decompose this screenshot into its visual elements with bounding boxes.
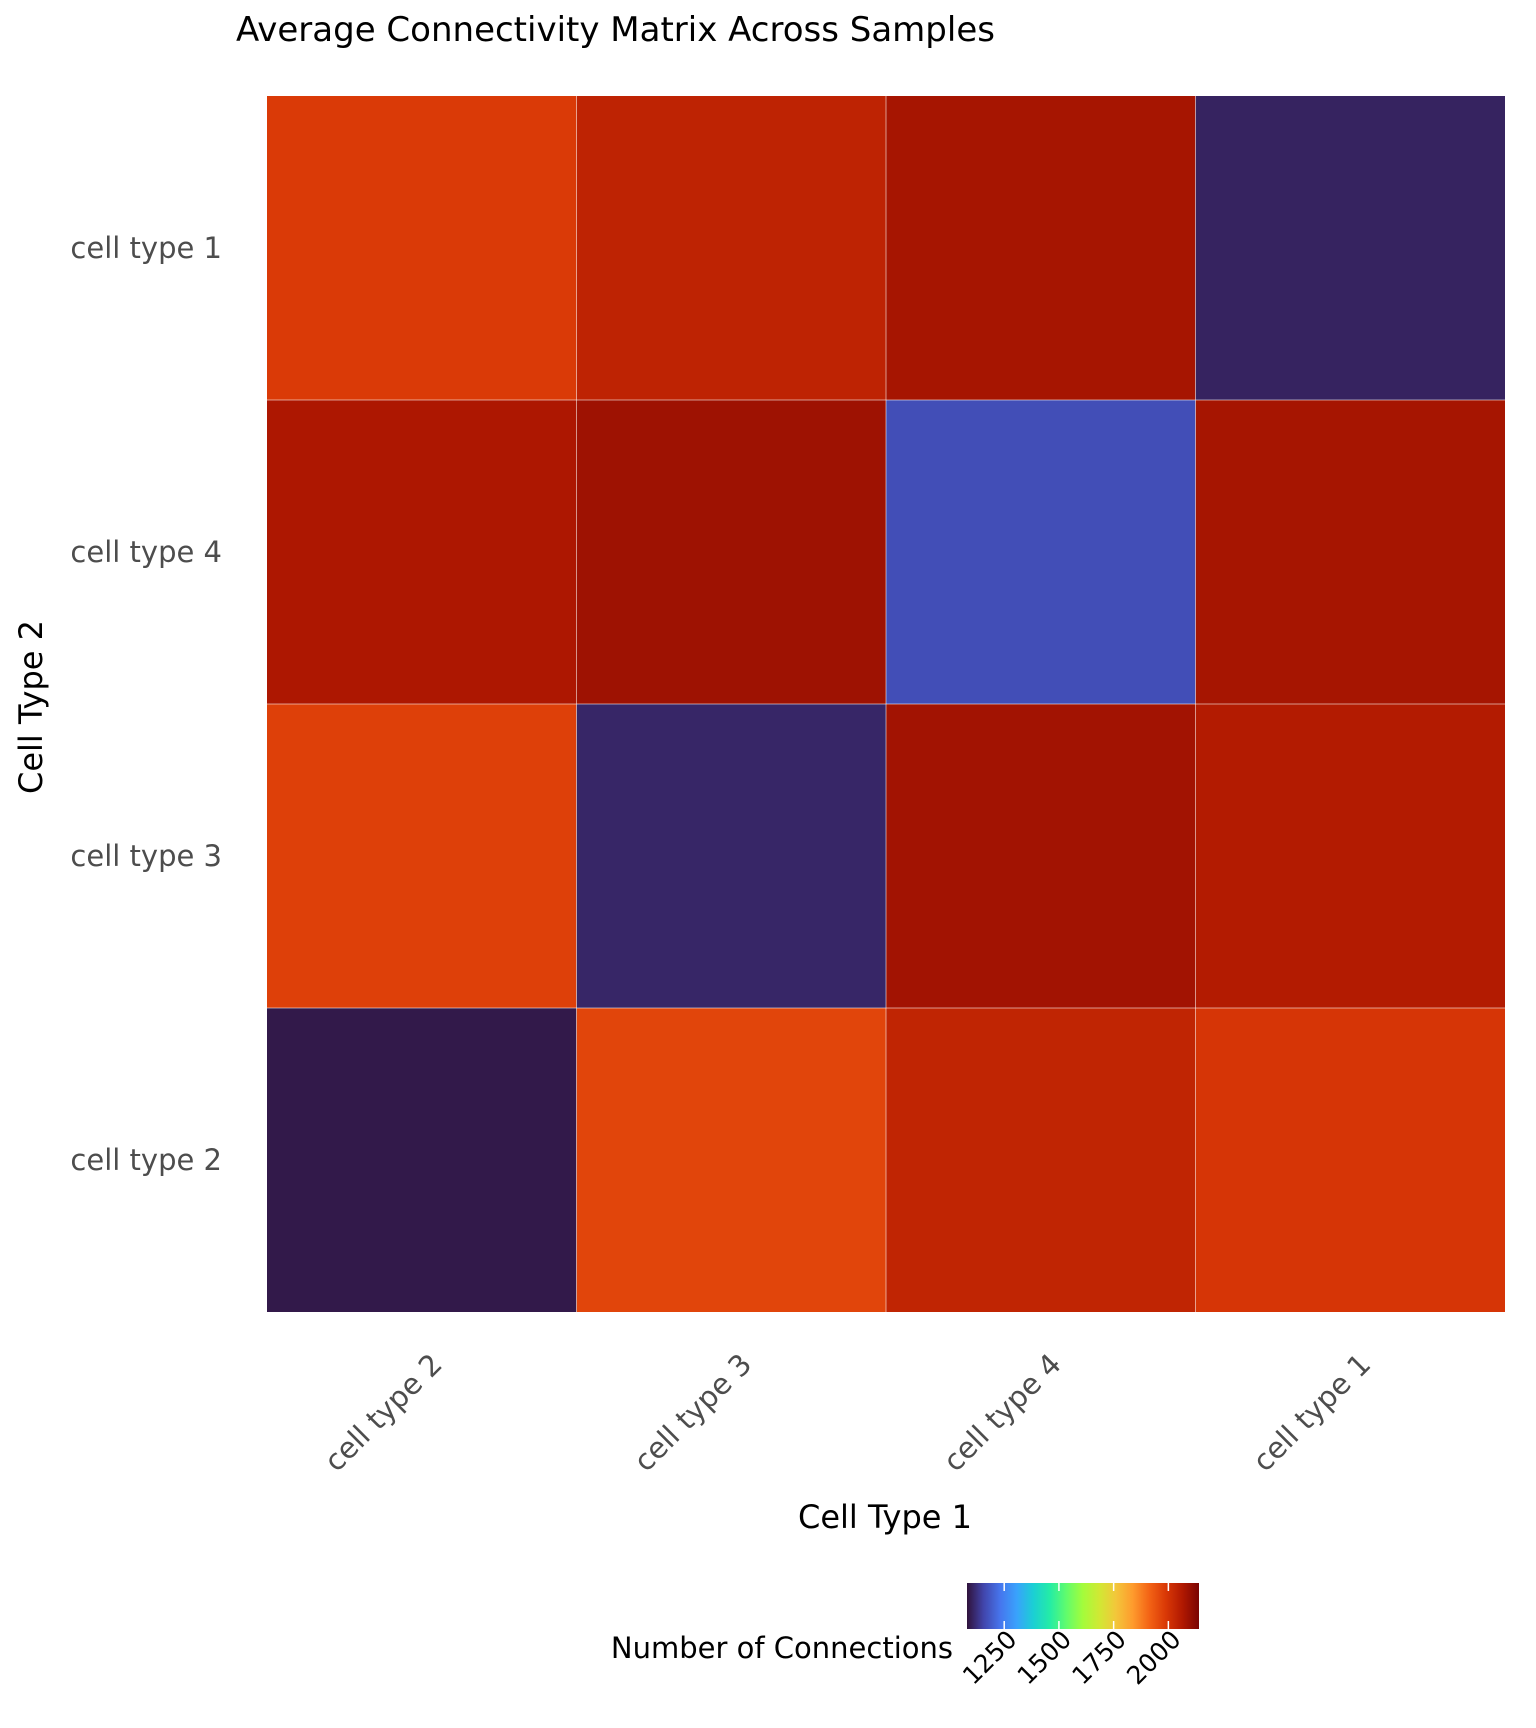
legend-tick-label: 1750 (1066, 1625, 1131, 1690)
x-tick-label: cell type 3 (627, 1347, 758, 1478)
heatmap-cell (886, 704, 1196, 1008)
y-tick-label: cell type 1 (70, 231, 222, 265)
heatmap-cell (1195, 1008, 1505, 1312)
heatmap-cell (1195, 96, 1505, 400)
y-tick-label: cell type 4 (70, 535, 222, 569)
y-tick-label: cell type 2 (70, 1143, 222, 1177)
legend-tick-label: 1500 (1012, 1625, 1077, 1690)
y-tick-label: cell type 3 (70, 839, 222, 873)
heatmap-cell (267, 96, 577, 400)
heatmap-cell (576, 704, 886, 1008)
heatmap-cell (576, 1008, 886, 1312)
legend-title: Number of Connections (611, 1631, 953, 1665)
x-axis-title: Cell Type 1 (798, 1498, 972, 1536)
legend-colorbar (967, 1583, 1199, 1629)
heatmap-cell (267, 400, 577, 704)
heatmap-cell (267, 1008, 577, 1312)
legend-tick-label: 1250 (957, 1625, 1022, 1690)
x-tick-label: cell type 2 (317, 1347, 448, 1478)
legend-tick-label: 2000 (1121, 1625, 1186, 1690)
heatmap-cell (576, 96, 886, 400)
heatmap-cell (886, 96, 1196, 400)
heatmap-cells (267, 96, 1505, 1312)
x-tick-label: cell type 1 (1246, 1347, 1377, 1478)
y-axis-ticks: cell type 1 cell type 4 cell type 3 cell ty… (70, 231, 222, 1177)
heatmap-cell (576, 400, 886, 704)
y-axis-title: Cell Type 2 (12, 620, 50, 794)
heatmap-cell (886, 400, 1196, 704)
chart-title: Average Connectivity Matrix Across Sampl… (236, 10, 995, 50)
x-axis-ticks: cell type 2 cell type 3 cell type 4 cell ty… (317, 1347, 1377, 1478)
heatmap-cell (267, 704, 577, 1008)
heatmap-cell (1195, 704, 1505, 1008)
x-tick-label: cell type 4 (936, 1347, 1067, 1478)
heatmap-cell (1195, 400, 1505, 704)
heatmap-grid (267, 96, 1505, 1312)
heatmap-cell (886, 1008, 1196, 1312)
